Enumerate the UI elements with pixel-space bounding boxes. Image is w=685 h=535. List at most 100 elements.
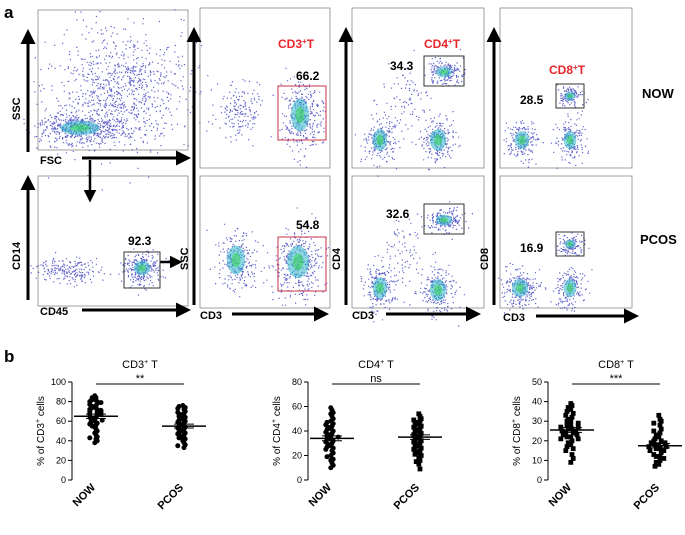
- data-point: [416, 450, 422, 456]
- panel-a-axes: [20, 27, 639, 324]
- plot-frame: [499, 175, 633, 309]
- data-point: [569, 452, 575, 457]
- cd8-now-gate: [556, 84, 589, 114]
- data-point: [652, 442, 658, 448]
- value-cd3-pcos: 54.8: [296, 218, 320, 232]
- data-point: [416, 428, 422, 434]
- cd4-pcos-gate: [420, 201, 473, 240]
- data-point: [328, 465, 334, 471]
- data-point: [563, 412, 569, 418]
- y-tick-label: 40: [292, 426, 302, 436]
- panel-b-letter: b: [4, 347, 14, 366]
- data-point: [412, 451, 418, 457]
- cd8-now-a: [503, 120, 544, 168]
- y-tick-label: 50: [532, 377, 542, 387]
- panel-a-letter: a: [4, 3, 14, 22]
- cd4-now-a: [354, 99, 409, 177]
- data-point: [411, 446, 417, 452]
- data-point: [564, 434, 570, 440]
- gate-cd8-now: [555, 83, 585, 109]
- cd3-now-low: [208, 79, 263, 147]
- data-point: [418, 431, 424, 436]
- y-tick-label: 80: [56, 397, 66, 407]
- y-tick-label: 100: [51, 377, 66, 387]
- plot-frame: [199, 175, 331, 309]
- data-point: [657, 430, 663, 436]
- data-point: [565, 426, 571, 432]
- fsc-ssc-dense: [15, 102, 146, 154]
- data-point: [653, 432, 659, 438]
- fsc-ssc-cloud: [33, 9, 258, 191]
- category-label: NOW: [547, 481, 575, 509]
- data-point: [656, 434, 662, 440]
- y-tick-label: 0: [537, 475, 542, 485]
- cd4-pcos-a: [358, 255, 405, 323]
- data-point: [417, 426, 423, 431]
- data-point: [661, 448, 667, 453]
- data-point: [570, 456, 576, 461]
- data-point: [416, 411, 422, 417]
- y-tick-label: 0: [297, 475, 302, 485]
- data-point: [564, 409, 570, 414]
- data-point: [411, 439, 417, 445]
- gate-title-cd4: CD4+T: [424, 37, 461, 51]
- ssc-label-2: SSC: [179, 247, 191, 270]
- cd45-low-cloud: [26, 252, 122, 288]
- gate-cd3-now: [277, 85, 327, 141]
- data-point: [412, 444, 418, 450]
- value-cd45: 92.3: [128, 234, 152, 248]
- data-point: [87, 435, 93, 441]
- data-point: [558, 424, 564, 430]
- y-axis-label: % of CD4+ cells: [271, 396, 283, 466]
- data-point: [570, 430, 576, 436]
- plot-frames: [37, 7, 633, 309]
- data-point: [569, 414, 575, 420]
- data-point: [558, 436, 564, 442]
- data-point: [574, 432, 580, 438]
- data-point: [563, 448, 569, 453]
- cd4-now-b: [418, 97, 461, 171]
- chart-cd8: CD8+ T 0 10 20 30 40 50 % of CD8+ cells *** NOW PC…: [511, 359, 682, 512]
- gate-title-cd3: CD3+T: [278, 37, 315, 51]
- data-point: [416, 421, 422, 427]
- category-label: PCOS: [156, 482, 187, 513]
- data-point: [573, 428, 579, 434]
- data-point: [570, 410, 576, 416]
- plot-frame: [199, 7, 331, 169]
- data-point: [413, 427, 419, 433]
- cd3-label-3: CD3: [352, 310, 374, 322]
- data-point: [662, 440, 668, 446]
- data-point: [411, 424, 417, 430]
- data-point: [657, 454, 663, 459]
- cd8-pcos-b: [550, 267, 593, 312]
- data-point: [98, 400, 104, 406]
- data-point: [417, 440, 423, 446]
- data-point: [413, 459, 419, 465]
- gate-cd4-pcos: [423, 203, 465, 235]
- cd3-label-2: CD3: [200, 310, 222, 322]
- cd45-label: CD45: [40, 306, 68, 318]
- gate-cd45: [123, 251, 161, 289]
- data-point: [657, 446, 663, 452]
- category-label: PCOS: [392, 482, 423, 513]
- data-point: [418, 445, 424, 451]
- chart-cd4: CD4+ T 0 20 40 60 80 % of CD4+ cells ns NOW PCOS: [271, 359, 442, 512]
- y-tick-label: 20: [532, 436, 542, 446]
- data-point: [569, 438, 575, 444]
- value-cd3-now: 66.2: [296, 69, 320, 83]
- data-point: [657, 422, 663, 428]
- data-point: [568, 407, 574, 412]
- data-point: [658, 418, 664, 424]
- plot-frame: [351, 175, 485, 309]
- data-point: [575, 424, 581, 430]
- data-point: [565, 440, 571, 446]
- data-point: [176, 435, 182, 441]
- data-point: [176, 413, 182, 419]
- data-point: [417, 466, 423, 472]
- data-point: [653, 459, 659, 465]
- data-point: [416, 461, 422, 467]
- data-point: [568, 422, 574, 428]
- significance-label: **: [136, 373, 145, 385]
- cd8-pcos-a: [498, 262, 547, 314]
